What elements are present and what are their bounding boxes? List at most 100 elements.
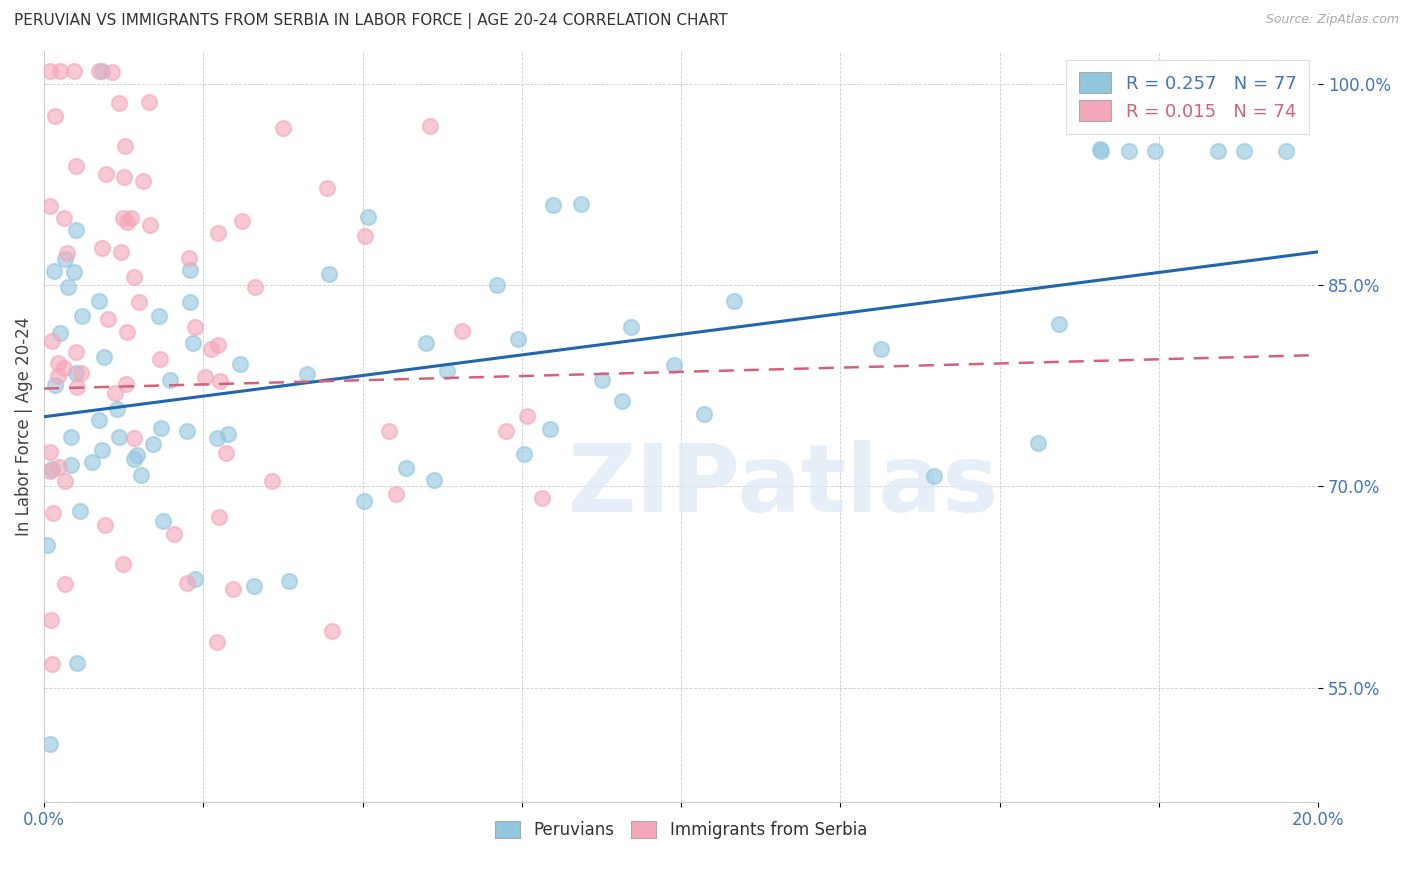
Point [271, 120, 294, 135]
Text: ZIPatlas: ZIPatlas [568, 440, 998, 533]
Point [105, 401, 128, 416]
Text: PERUVIAN VS IMMIGRANTS FROM SERBIA IN LABOR FORCE | AGE 20-24 CORRELATION CHART: PERUVIAN VS IMMIGRANTS FROM SERBIA IN LA… [14, 13, 728, 29]
Point [44, 109, 66, 123]
Point [122, 451, 145, 466]
Point [56, 280, 79, 294]
Point [90, 63, 112, 78]
Point [486, 278, 509, 293]
Point [506, 332, 529, 346]
Point [117, 325, 139, 339]
Point [384, 487, 406, 501]
Point [538, 421, 561, 435]
Point [46, 368, 69, 383]
Point [1275, 63, 1298, 78]
Point [138, 218, 160, 232]
Point [111, 558, 134, 572]
Point [620, 319, 643, 334]
Point [70, 309, 93, 323]
Point [530, 491, 553, 505]
Point [122, 270, 145, 285]
Point [49, 326, 72, 340]
Point [378, 424, 401, 438]
Point [122, 431, 145, 445]
Point [209, 374, 232, 388]
Point [1206, 145, 1229, 159]
Point [107, 95, 129, 110]
Point [357, 211, 380, 225]
Point [205, 635, 228, 649]
Point [260, 474, 283, 488]
Point [176, 425, 198, 439]
Point [354, 229, 377, 244]
Point [1026, 436, 1049, 450]
Point [1143, 145, 1166, 159]
Point [148, 309, 170, 323]
Point [53, 576, 76, 591]
Point [91, 443, 114, 458]
Point [316, 180, 339, 194]
Point [395, 461, 418, 475]
Point [1047, 317, 1070, 331]
Point [60, 458, 83, 473]
Point [451, 324, 474, 338]
Point [231, 214, 253, 228]
Point [52, 211, 75, 226]
Point [42, 264, 65, 278]
Point [610, 394, 633, 409]
Point [66, 379, 89, 393]
Point [495, 424, 517, 438]
Point [1233, 145, 1256, 159]
Point [142, 437, 165, 451]
Point [692, 408, 714, 422]
Point [69, 504, 91, 518]
Point [39, 445, 62, 459]
Point [70, 366, 93, 380]
Point [87, 63, 110, 78]
Point [200, 343, 222, 357]
Point [149, 351, 172, 366]
Point [193, 370, 215, 384]
Text: Source: ZipAtlas.com: Source: ZipAtlas.com [1265, 13, 1399, 27]
Point [104, 386, 127, 401]
Point [112, 211, 135, 226]
Point [179, 262, 201, 277]
Point [569, 197, 592, 211]
Point [215, 446, 238, 460]
Point [80, 455, 103, 469]
Point [49, 63, 72, 78]
Point [662, 358, 685, 372]
Y-axis label: In Labor Force | Age 20-24: In Labor Force | Age 20-24 [15, 317, 32, 536]
Point [65, 366, 87, 380]
Point [1092, 63, 1115, 78]
Point [222, 582, 245, 597]
Point [129, 467, 152, 482]
Point [152, 514, 174, 528]
Point [1249, 70, 1271, 85]
Point [318, 267, 340, 281]
Point [65, 159, 87, 173]
Point [56, 246, 79, 260]
Point [217, 426, 239, 441]
Point [1090, 145, 1112, 159]
Point [125, 448, 148, 462]
Point [39, 199, 62, 213]
Point [207, 338, 229, 352]
Point [723, 294, 745, 309]
Point [1088, 142, 1111, 156]
Point [541, 197, 564, 211]
Point [53, 474, 76, 488]
Point [278, 574, 301, 588]
Point [97, 311, 120, 326]
Point [512, 447, 534, 461]
Point [39, 63, 62, 78]
Point [90, 241, 112, 255]
Point [419, 120, 441, 134]
Point [60, 430, 83, 444]
Point [87, 413, 110, 427]
Point [39, 613, 62, 627]
Legend: Peruvians, Immigrants from Serbia: Peruvians, Immigrants from Serbia [489, 814, 873, 846]
Point [89, 294, 111, 309]
Point [353, 494, 375, 508]
Point [112, 169, 135, 184]
Point [163, 526, 186, 541]
